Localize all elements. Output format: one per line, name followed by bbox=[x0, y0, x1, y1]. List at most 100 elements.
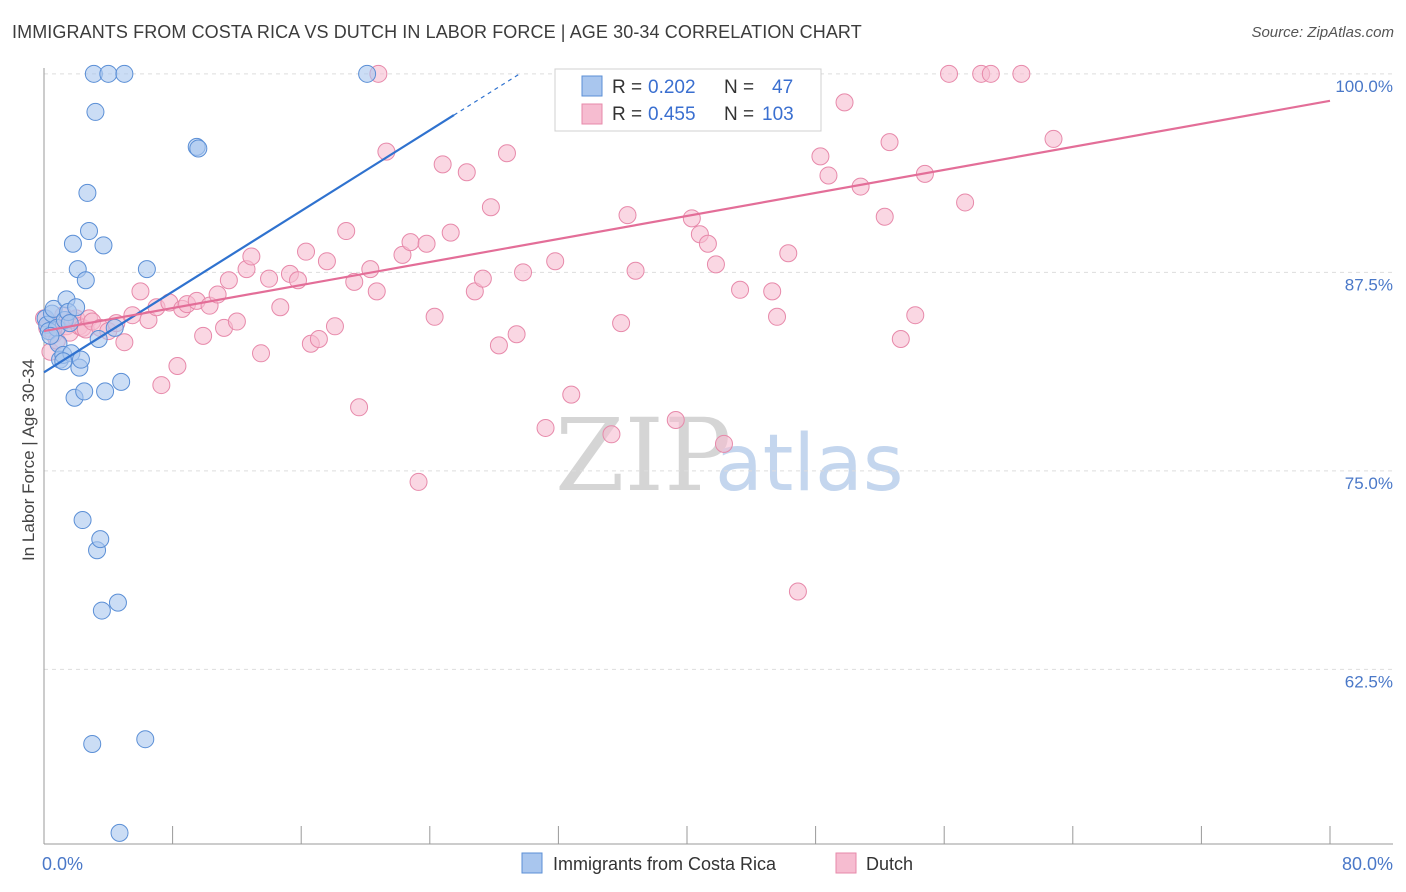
dutch-point bbox=[891, 330, 910, 349]
dutch-point bbox=[562, 385, 581, 404]
series-legend: Immigrants from Costa Rica Dutch bbox=[521, 852, 913, 874]
dutch-point bbox=[682, 209, 701, 228]
legend-r-label-1: R = bbox=[612, 77, 642, 98]
dutch-point bbox=[835, 93, 854, 112]
watermark-atlas: atlas bbox=[715, 419, 904, 509]
gridlines bbox=[44, 73, 1393, 670]
dutch-point bbox=[409, 472, 428, 491]
costa-rica-point bbox=[137, 260, 156, 279]
y-tick-labels: 62.5% 75.0% 87.5% 100.0% bbox=[1335, 77, 1393, 692]
dutch-trend-line bbox=[43, 99, 1331, 333]
legend-n-label-1: N = bbox=[724, 77, 754, 98]
costa-rica-point bbox=[110, 823, 129, 842]
dutch-point bbox=[433, 155, 452, 174]
legend-swatch-blue bbox=[581, 75, 603, 97]
costa-rica-point bbox=[86, 102, 105, 121]
costa-rica-point bbox=[76, 271, 95, 290]
dutch-point bbox=[706, 255, 725, 274]
dutch-point bbox=[252, 344, 271, 363]
costa-rica-point bbox=[60, 314, 79, 333]
legend-swatch-pink bbox=[581, 103, 603, 125]
legend-n-label-2: N = bbox=[724, 104, 754, 125]
costa-rica-trend-line bbox=[43, 114, 455, 374]
dutch-point bbox=[367, 282, 386, 301]
costa-rica-point bbox=[115, 64, 134, 83]
dutch-point bbox=[350, 398, 369, 417]
dutch-point bbox=[779, 244, 798, 263]
dutch-point bbox=[219, 271, 238, 290]
dutch-point bbox=[393, 245, 412, 264]
dutch-point bbox=[260, 269, 279, 288]
dutch-point bbox=[507, 325, 526, 344]
x-tick-max: 80.0% bbox=[1342, 854, 1393, 874]
legend-n-value-2: 103 bbox=[762, 104, 794, 125]
dutch-point bbox=[457, 163, 476, 182]
series-legend-dutch: Dutch bbox=[866, 854, 913, 874]
legend-n-value-1: 47 bbox=[772, 77, 793, 98]
dutch-point bbox=[168, 357, 187, 376]
legend-r-label-2: R = bbox=[612, 104, 642, 125]
dutch-point bbox=[401, 233, 420, 252]
dutch-point bbox=[465, 282, 484, 301]
costa-rica-point bbox=[83, 734, 102, 753]
dutch-point bbox=[227, 312, 246, 331]
dutch-point bbox=[731, 280, 750, 299]
dutch-point bbox=[152, 376, 171, 395]
dutch-point bbox=[875, 207, 894, 226]
dutch-point bbox=[940, 64, 959, 83]
costa-rica-point bbox=[73, 511, 92, 530]
costa-rica-point bbox=[358, 64, 377, 83]
series-legend-costa-rica: Immigrants from Costa Rica bbox=[553, 854, 777, 874]
dutch-point bbox=[361, 260, 380, 279]
dutch-point bbox=[317, 252, 336, 271]
dutch-point bbox=[602, 425, 621, 444]
dutch-point bbox=[514, 263, 533, 282]
costa-rica-point bbox=[99, 64, 118, 83]
dutch-point bbox=[131, 282, 150, 301]
dutch-point bbox=[1044, 129, 1063, 148]
axes bbox=[43, 68, 1393, 845]
dutch-point bbox=[880, 133, 899, 152]
dutch-point bbox=[666, 411, 685, 430]
dutch-point bbox=[441, 223, 460, 242]
costa-rica-point bbox=[71, 350, 90, 369]
dutch-point bbox=[612, 314, 631, 333]
legend-r-value-1: 0.202 bbox=[648, 77, 696, 98]
costa-rica-point bbox=[91, 530, 110, 549]
costa-rica-point bbox=[112, 372, 131, 391]
y-tick-label: 87.5% bbox=[1345, 275, 1393, 294]
costa-rica-trend-extension bbox=[453, 74, 519, 116]
y-tick-label: 62.5% bbox=[1345, 672, 1393, 691]
dutch-point bbox=[425, 307, 444, 326]
dutch-point bbox=[906, 306, 925, 325]
costa-rica-point bbox=[92, 601, 111, 620]
dutch-point bbox=[811, 147, 830, 166]
dutch-point bbox=[714, 434, 733, 453]
y-axis-label: In Labor Force | Age 30-34 bbox=[19, 359, 38, 561]
dutch-point bbox=[536, 418, 555, 437]
dutch-point bbox=[489, 336, 508, 355]
dutch-point bbox=[271, 298, 290, 317]
costa-rica-point bbox=[108, 593, 127, 612]
dutch-point bbox=[626, 261, 645, 280]
source-label: Source: ZipAtlas.com bbox=[1251, 24, 1394, 41]
dutch-point bbox=[956, 193, 975, 212]
y-tick-label: 75.0% bbox=[1345, 474, 1393, 493]
costa-rica-points bbox=[36, 64, 377, 842]
costa-rica-point bbox=[136, 730, 155, 749]
dutch-point bbox=[325, 317, 344, 336]
costa-rica-point bbox=[78, 183, 97, 202]
dutch-point bbox=[497, 144, 516, 163]
legend-r-value-2: 0.455 bbox=[648, 104, 696, 125]
costa-rica-point bbox=[94, 236, 113, 255]
costa-rica-point bbox=[75, 382, 94, 401]
series-legend-swatch-blue bbox=[521, 852, 543, 874]
costa-rica-point bbox=[67, 298, 86, 317]
dutch-point bbox=[618, 206, 637, 225]
dutch-point bbox=[309, 330, 328, 349]
dutch-point bbox=[819, 166, 838, 185]
dutch-point bbox=[1012, 64, 1031, 83]
dutch-point bbox=[297, 242, 316, 261]
trend-lines bbox=[43, 74, 1331, 374]
